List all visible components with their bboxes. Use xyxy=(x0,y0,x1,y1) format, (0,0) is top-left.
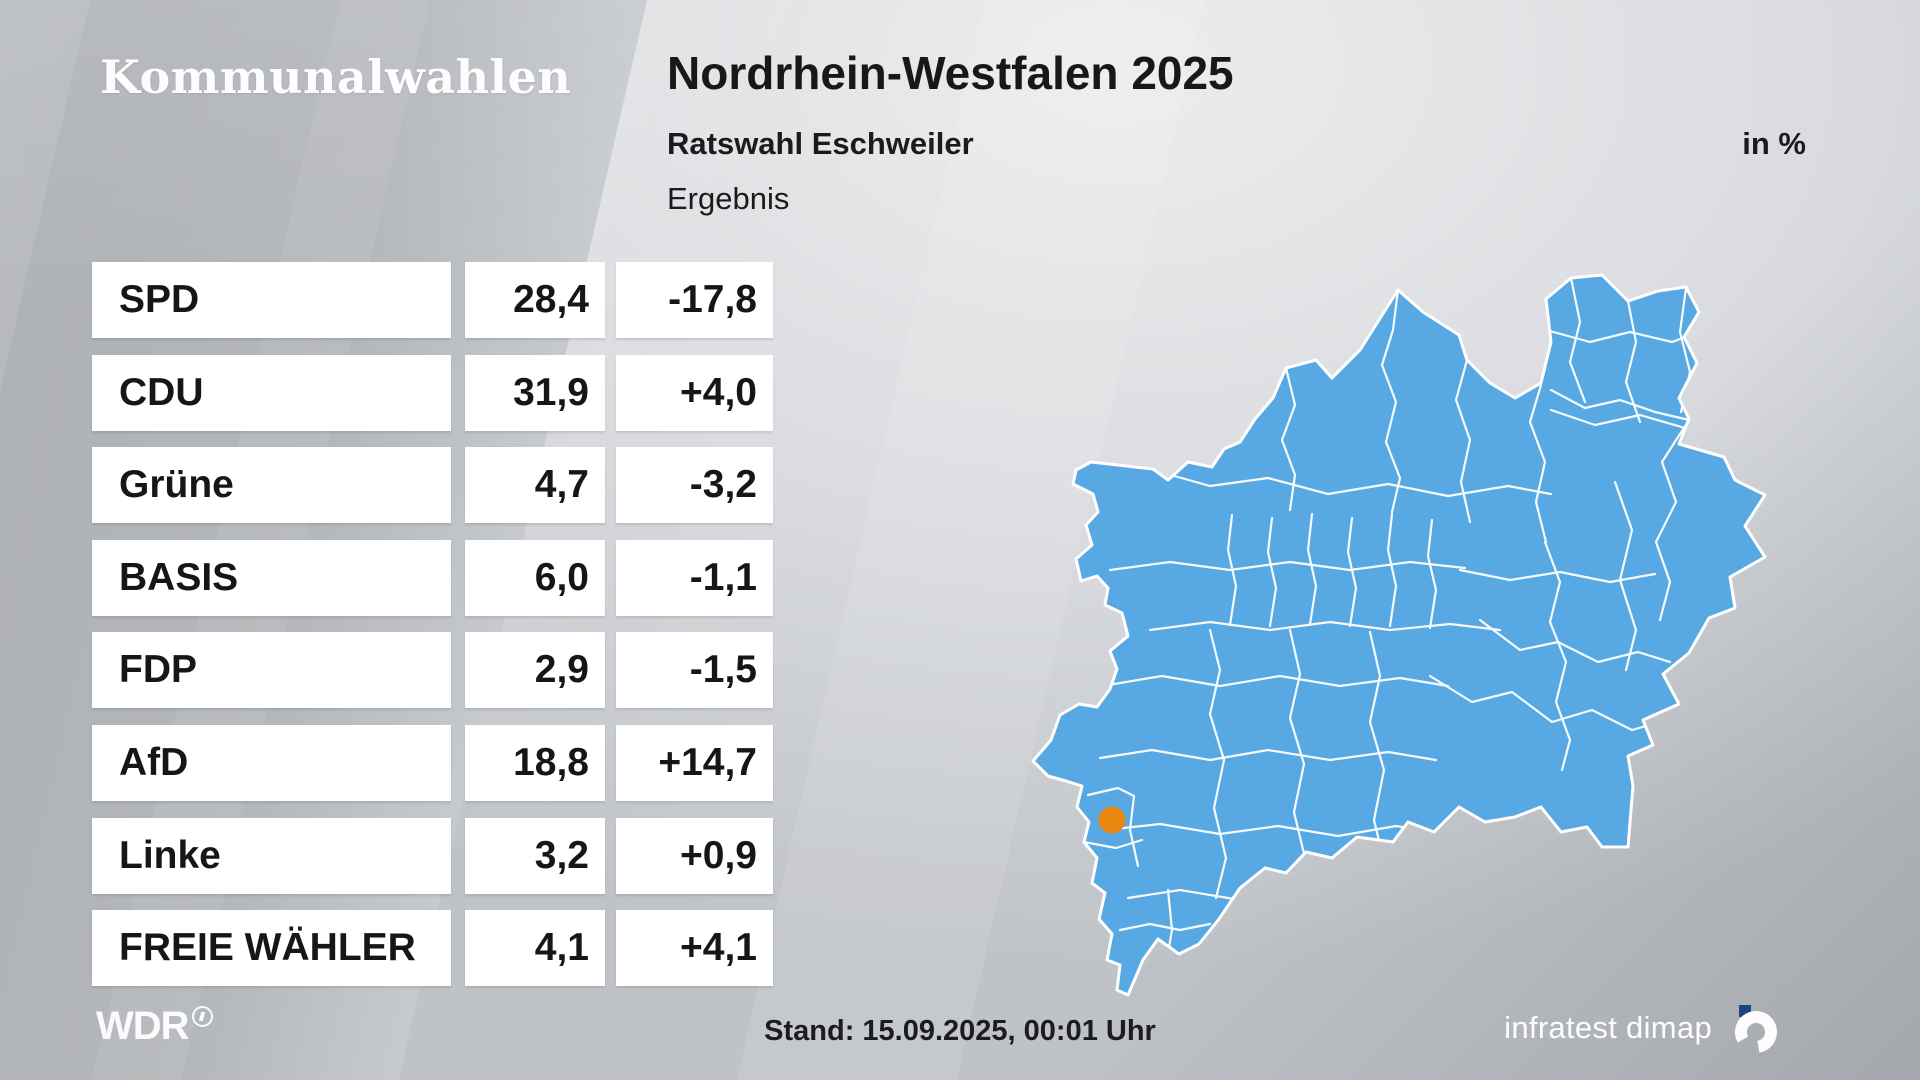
infratest-dimap-icon xyxy=(1735,1005,1777,1053)
district-borders xyxy=(1082,276,1722,967)
result-value: 31,9 xyxy=(465,354,605,431)
party-name: FREIE WÄHLER xyxy=(92,910,451,987)
party-name: Linke xyxy=(92,817,451,894)
change-value: +4,0 xyxy=(616,354,773,431)
party-name: BASIS xyxy=(92,539,451,616)
change-value: -1,5 xyxy=(616,632,773,709)
result-value: 2,9 xyxy=(465,632,605,709)
eschweiler-marker xyxy=(1098,806,1126,834)
change-value: +14,7 xyxy=(616,724,773,801)
program-title: Kommunalwahlen xyxy=(100,50,572,104)
result-value: 4,7 xyxy=(465,447,605,524)
result-value: 3,2 xyxy=(465,817,605,894)
party-name: AfD xyxy=(92,724,451,801)
source-credit: infratest dimap xyxy=(1504,1002,1778,1054)
table-row: Linke 3,2 +0,9 xyxy=(92,817,773,894)
source-label: infratest dimap xyxy=(1504,1010,1712,1045)
table-row: Grüne 4,7 -3,2 xyxy=(92,447,773,524)
table-row: AfD 18,8 +14,7 xyxy=(92,724,773,801)
timestamp: Stand: 15.09.2025, 00:01 Uhr xyxy=(764,1015,1156,1047)
change-value: -17,8 xyxy=(616,262,773,338)
table-row: FDP 2,9 -1,5 xyxy=(92,632,773,709)
result-value: 18,8 xyxy=(465,724,605,801)
results-table: SPD 28,4 -17,8 CDU 31,9 +4,0 Grüne 4,7 -… xyxy=(92,262,773,987)
wdr-logo: WDR xyxy=(96,1004,213,1049)
change-value: -3,2 xyxy=(616,447,773,524)
party-name: Grüne xyxy=(92,447,451,524)
nrw-map-shape xyxy=(1031,273,1767,997)
ard-one-icon xyxy=(191,1006,213,1027)
change-value: -1,1 xyxy=(616,539,773,616)
page-title: Nordrhein-Westfalen 2025 xyxy=(667,47,1234,99)
result-value: 6,0 xyxy=(465,539,605,616)
result-stage-label: Ergebnis xyxy=(667,181,790,216)
table-row: SPD 28,4 -17,8 xyxy=(92,262,773,338)
unit-label: in % xyxy=(1742,126,1806,161)
nrw-map-svg xyxy=(1031,273,1767,997)
subtitle: Ratswahl Eschweiler xyxy=(667,126,974,161)
party-name: SPD xyxy=(92,262,451,338)
change-value: +4,1 xyxy=(616,910,773,987)
wdr-logo-text: WDR xyxy=(96,1004,190,1048)
nrw-districts-map xyxy=(1000,230,1800,1010)
change-value: +0,9 xyxy=(616,817,773,894)
table-row: FREIE WÄHLER 4,1 +4,1 xyxy=(92,910,773,987)
table-row: BASIS 6,0 -1,1 xyxy=(92,539,773,616)
party-name: FDP xyxy=(92,632,451,709)
table-row: CDU 31,9 +4,0 xyxy=(92,354,773,431)
result-value: 4,1 xyxy=(465,910,605,987)
result-value: 28,4 xyxy=(465,262,605,338)
party-name: CDU xyxy=(92,354,451,431)
